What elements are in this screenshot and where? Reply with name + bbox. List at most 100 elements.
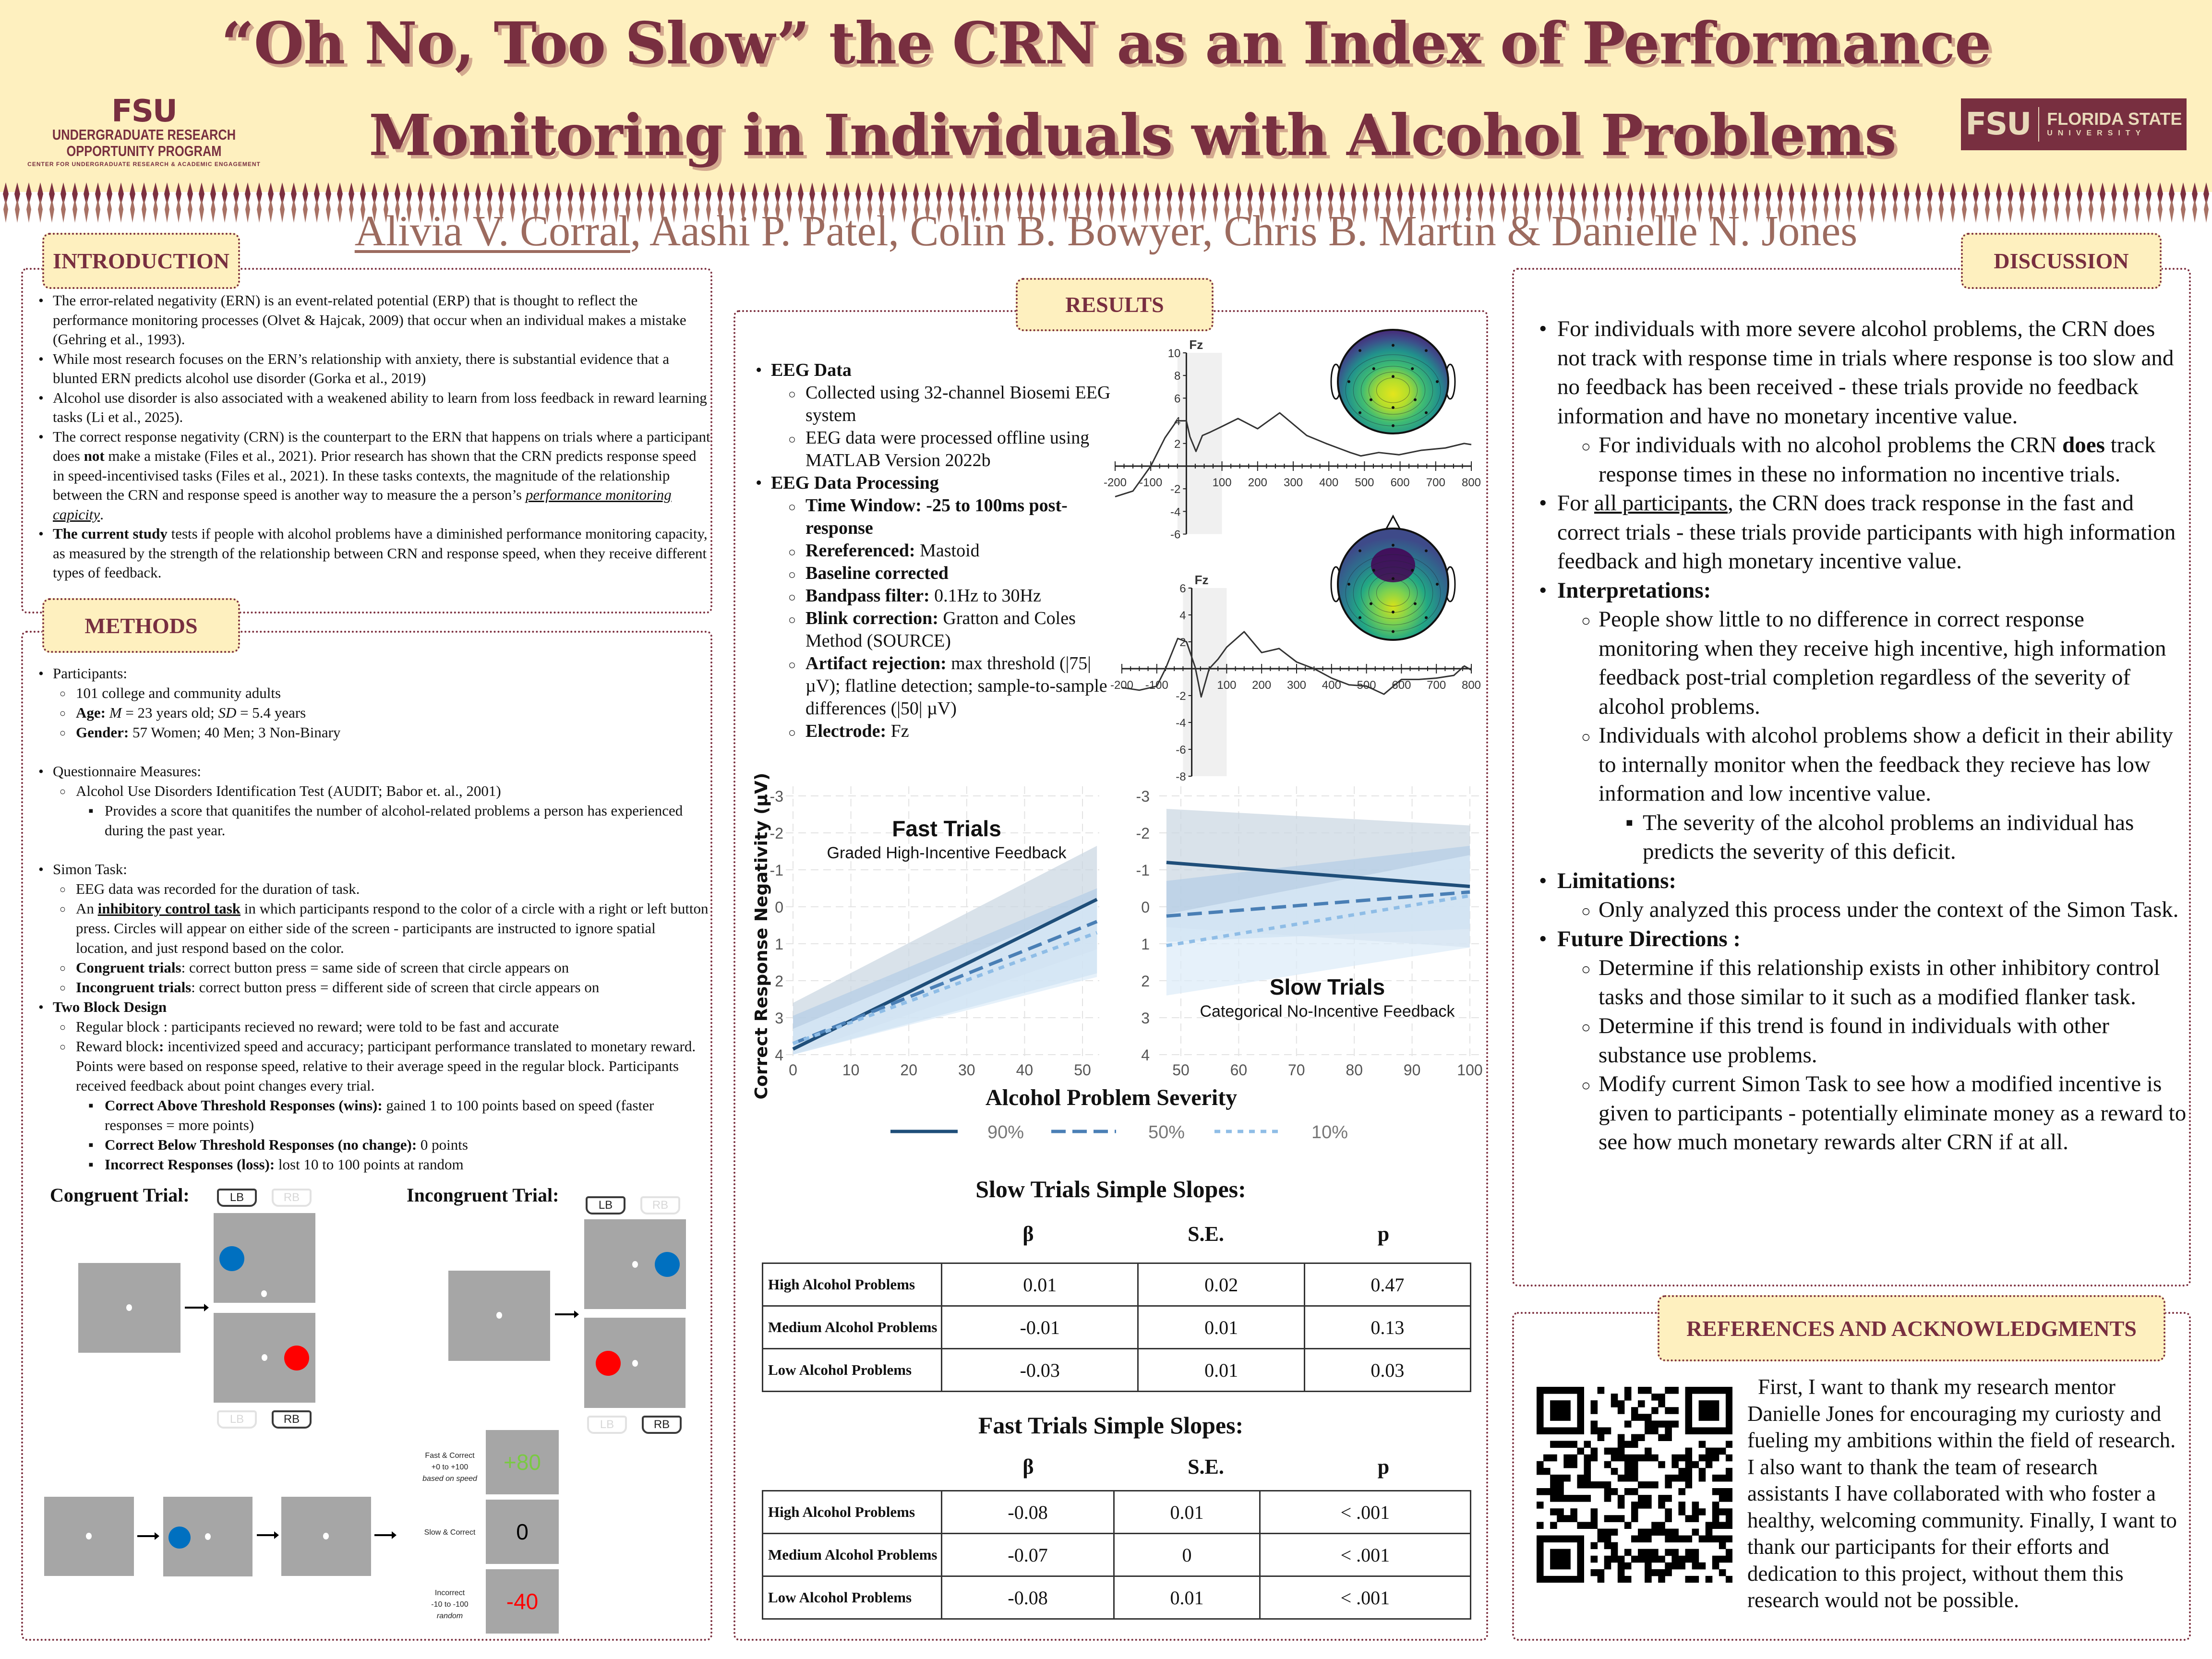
text-run: People show little to no difference in c… — [1599, 607, 2166, 719]
stimulus-screen — [584, 1318, 685, 1408]
feedback-label-fast-correct: Fast & Correct +0 to +100 based on speed — [402, 1450, 498, 1485]
table-cell: -0.01 — [940, 1305, 1139, 1349]
qr-modules — [1537, 1387, 1732, 1583]
blue-circle — [168, 1527, 191, 1549]
table-row: Medium Alcohol Problems -0.07 0 < .001 — [762, 1533, 1472, 1577]
logo-divider — [2038, 107, 2040, 142]
text-run: For — [1557, 491, 1595, 516]
fast-trials-table: High Alcohol Problems -0.08 0.01 < .001 Medi… — [762, 1490, 1472, 1620]
right-button-icon: RB — [272, 1410, 312, 1429]
text-run: track response times in these no informa… — [1599, 433, 2156, 487]
fsu-logo-name: FLORIDA STATE UNIVERSITY — [2047, 110, 2182, 139]
text-run: Determine if this trend is found in indi… — [1599, 1013, 2109, 1068]
arrow-icon — [374, 1531, 397, 1539]
arrow-icon — [137, 1532, 159, 1540]
congruent-trial-label: Congruent Trial: — [50, 1184, 190, 1206]
list-item: Congruent trials: correct button press =… — [38, 958, 710, 978]
list-item: Gender: 57 Women; 40 Men; 3 Non-Binary — [38, 722, 710, 743]
text-run: Incorrect Responses (loss): — [105, 1156, 275, 1173]
table-cell: -0.08 — [940, 1490, 1115, 1534]
text-run: lost 10 to 100 points at random — [275, 1156, 464, 1173]
table-cell: 0.01 — [1113, 1490, 1261, 1534]
table-cell: 0.01 — [1137, 1348, 1305, 1392]
text-run: Correct Above Threshold Responses (wins)… — [105, 1097, 383, 1114]
fixation-dot — [323, 1533, 329, 1539]
list-item: Alcohol use disorder is also associated … — [38, 388, 710, 427]
table-row: Medium Alcohol Problems -0.01 0.01 0.13 — [762, 1305, 1472, 1349]
urop-logo-line: CENTER FOR UNDERGRADUATE RESEARCH & ACAD… — [27, 161, 261, 168]
text-run — [106, 704, 109, 721]
text-run: Collected using 32-channel Biosemi EEG s… — [805, 383, 1111, 425]
list-item: The current study tests if people with a… — [38, 524, 710, 583]
stimulus-screen — [214, 1213, 315, 1303]
left-button-icon: LB — [217, 1189, 257, 1207]
text-run: make a mistake (Files et al., 2021). Pri… — [53, 447, 697, 503]
text-run: Individuals with alcohol problems show a… — [1599, 723, 2173, 806]
feedback-screen-fast-correct: +80 — [486, 1430, 559, 1494]
table-row: High Alcohol Problems 0.01 0.02 0.47 — [762, 1262, 1472, 1307]
text-run: Modify current Simon Task to see how a m… — [1599, 1071, 2187, 1154]
text-run: = 5.4 years — [236, 704, 306, 721]
arrow-icon — [555, 1310, 579, 1318]
fixation-dot — [261, 1290, 267, 1297]
text-run: Electrode: — [805, 721, 887, 741]
text-run: Artifact rejection: — [805, 653, 947, 673]
text-run: = 23 years old; — [121, 704, 218, 721]
urop-logo-line: OPPORTUNITY PROGRAM — [66, 143, 222, 159]
text-run: Future Directions : — [1557, 926, 1741, 951]
text-run: : correct button press = different side … — [191, 979, 600, 996]
list-item: For all participants, the CRN does track… — [1539, 489, 2187, 576]
table-cell: -0.08 — [940, 1575, 1115, 1620]
text-run: Time Window: -25 to 100ms post-response — [805, 495, 1068, 538]
list-item: For individuals with no alcohol problems… — [1539, 431, 2187, 489]
list-item: Interpretations: — [1539, 576, 2187, 605]
feedback-condition: Incorrect — [434, 1589, 465, 1597]
text-run: performance monitoring capicity — [53, 486, 672, 523]
text-run: inhibitory control task — [97, 900, 241, 917]
table-cell: < .001 — [1259, 1533, 1472, 1577]
feedback-screen-slow-correct: 0 — [486, 1500, 559, 1564]
table-cell: 0.01 — [940, 1262, 1139, 1307]
right-button-icon: RB — [640, 1196, 680, 1214]
text-run: Limitations: — [1557, 868, 1677, 893]
table-cell: < .001 — [1259, 1575, 1472, 1620]
list-item: The error-related negativity (ERN) is an… — [38, 291, 710, 349]
fsu-logo-line: UNIVERSITY — [2047, 129, 2146, 137]
urop-logo-line: UNDERGRADUATE RESEARCH — [52, 126, 236, 143]
header-band — [0, 0, 2212, 192]
feedback-range: -10 to -100 — [431, 1600, 469, 1609]
list-item: Collected using 32-channel Biosemi EEG s… — [755, 382, 1119, 427]
text-run: Congruent trials — [76, 959, 181, 976]
text-run: all participants — [1594, 491, 1728, 516]
feedback-rule: random — [436, 1612, 463, 1620]
diamond-border — [0, 182, 2212, 226]
left-button-icon: LB — [217, 1410, 257, 1429]
arrow-icon — [257, 1531, 279, 1539]
text-run: An — [76, 900, 98, 917]
row-label: Low Alcohol Problems — [762, 1348, 942, 1392]
table-row: Low Alcohol Problems -0.08 0.01 < .001 — [762, 1575, 1472, 1620]
urop-logo: FSU UNDERGRADUATE RESEARCH OPPORTUNITY P… — [19, 96, 269, 169]
red-circle — [596, 1351, 621, 1376]
list-item: Individuals with alcohol problems show a… — [1539, 721, 2187, 808]
table-cell: -0.03 — [940, 1348, 1139, 1392]
text-run: Two Block Design — [53, 998, 167, 1015]
text-run: Correct Below Threshold Responses (no ch… — [105, 1136, 417, 1153]
list-item: Age: M = 23 years old; SD = 5.4 years — [38, 703, 710, 723]
text-run: The error-related negativity (ERN) is an… — [53, 292, 686, 348]
table-cell: 0 — [1113, 1533, 1261, 1577]
arrow-icon — [185, 1304, 209, 1311]
text-run: While most research focuses on the ERN’s… — [53, 350, 670, 387]
table-cell: < .001 — [1259, 1490, 1472, 1534]
fixation-dot — [86, 1533, 92, 1539]
table-row: High Alcohol Problems -0.08 0.01 < .001 — [762, 1490, 1472, 1534]
text-run: EEG data were processed offline using MA… — [805, 428, 1090, 470]
methods-heading: METHODS — [42, 598, 240, 653]
first-author: Alivia V. Corral — [354, 207, 630, 255]
text-run: For individuals with more severe alcohol… — [1557, 316, 2174, 429]
qr-code-icon[interactable] — [1537, 1387, 1732, 1583]
text-run: in which participants respond to the col… — [76, 900, 709, 956]
text-run: Rereferenced: — [805, 541, 915, 561]
right-button-icon: RB — [642, 1416, 682, 1434]
references-heading: REFERENCES AND ACKNOWLEDGMENTS — [1658, 1295, 2165, 1361]
